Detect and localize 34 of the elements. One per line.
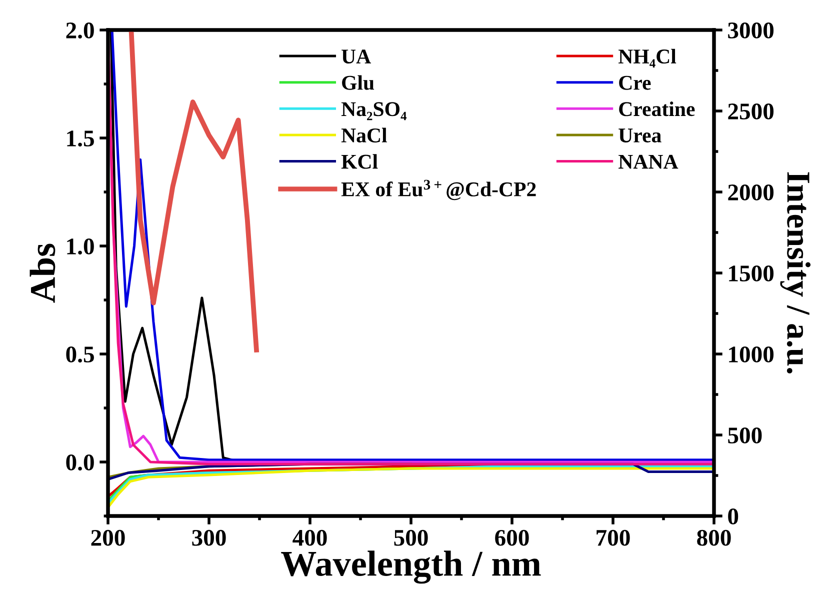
legend-label: NANA — [618, 154, 678, 169]
legend-label: Urea — [618, 128, 662, 142]
legend-label: Glu — [342, 75, 374, 90]
legend-label: EX of Eu$^{3+}$@Cd-CP2 — [341, 180, 536, 200]
y-tick-label: 0.5 — [66, 346, 94, 363]
y2-tick-label: 2500 — [728, 103, 774, 120]
line-series — [128, 30, 259, 352]
x-tick-label: 500 — [394, 530, 428, 546]
y2-tick-label: 2000 — [728, 184, 774, 200]
y2-tick-label: 500 — [728, 427, 762, 444]
legend-label: Creatine — [619, 102, 695, 116]
y2-tick-label: 1000 — [729, 346, 774, 362]
y2-tick-label: 3000 — [728, 22, 774, 38]
legend-label: Na₂SO₄ — [341, 102, 407, 120]
x-tick-label: 700 — [596, 530, 630, 546]
y-tick-label: 2.0 — [66, 22, 94, 39]
legend-label: KCl — [341, 154, 378, 169]
y2-tick-label: 0 — [728, 508, 738, 524]
x-tick-label: 300 — [192, 530, 226, 546]
x-tick-label: 600 — [495, 530, 529, 546]
legend-label: NaCl — [341, 128, 387, 142]
y-tick-label: 1.0 — [67, 238, 94, 255]
y2-tick-label: 1500 — [729, 265, 774, 282]
legend-label: NH₄Cl — [618, 48, 676, 68]
x-axis-title: Wavelength / nm — [281, 550, 541, 584]
x-tick-label: 200 — [91, 530, 125, 546]
x-tick-label: 400 — [292, 530, 327, 546]
y-axis-title: Abs — [30, 244, 56, 303]
legend-label: Cre — [619, 76, 651, 90]
legend-label: UA — [342, 50, 371, 64]
y2-axis-title: Intensity / a.u. — [780, 172, 811, 374]
y-tick-label: 0.0 — [66, 454, 94, 471]
x-tick-label: 800 — [697, 530, 731, 546]
y-tick-label: 1.5 — [67, 130, 94, 147]
